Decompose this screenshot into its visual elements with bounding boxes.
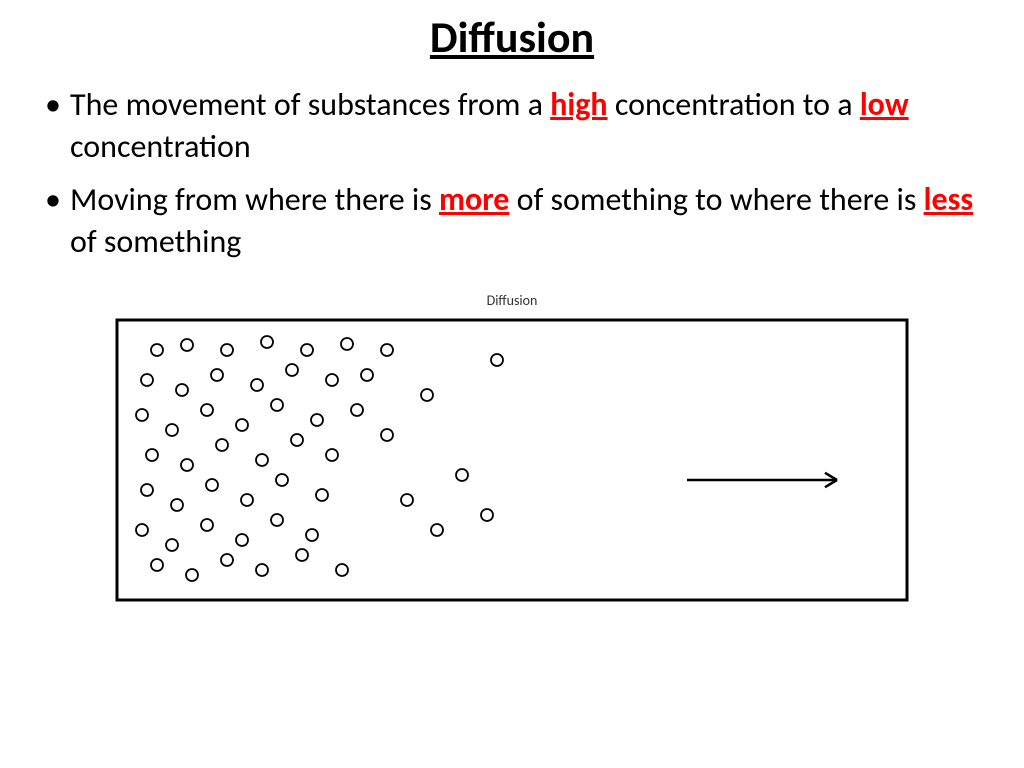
diagram-container: Diffusion [30, 292, 994, 605]
text-run: The movement of substances from a [70, 85, 550, 124]
text-run: concentration to a [608, 85, 860, 124]
text-run: concentration [70, 127, 251, 166]
slide: Diffusion The movement of substances fro… [0, 0, 1024, 768]
emphasis-text: more [439, 180, 509, 219]
bullet-list: The movement of substances from a high c… [30, 84, 994, 262]
bullet-item: The movement of substances from a high c… [40, 84, 994, 167]
diffusion-diagram [112, 315, 912, 605]
diagram-box [117, 320, 907, 600]
text-run: of something to where there is [509, 180, 923, 219]
emphasis-text: high [550, 85, 607, 124]
bullet-item: Moving from where there is more of somet… [40, 179, 994, 262]
page-title: Diffusion [30, 10, 994, 64]
emphasis-text: low [860, 85, 909, 124]
text-run: of something [70, 222, 241, 261]
emphasis-text: less [924, 180, 974, 219]
text-run: Moving from where there is [70, 180, 439, 219]
diagram-label: Diffusion [30, 292, 994, 309]
